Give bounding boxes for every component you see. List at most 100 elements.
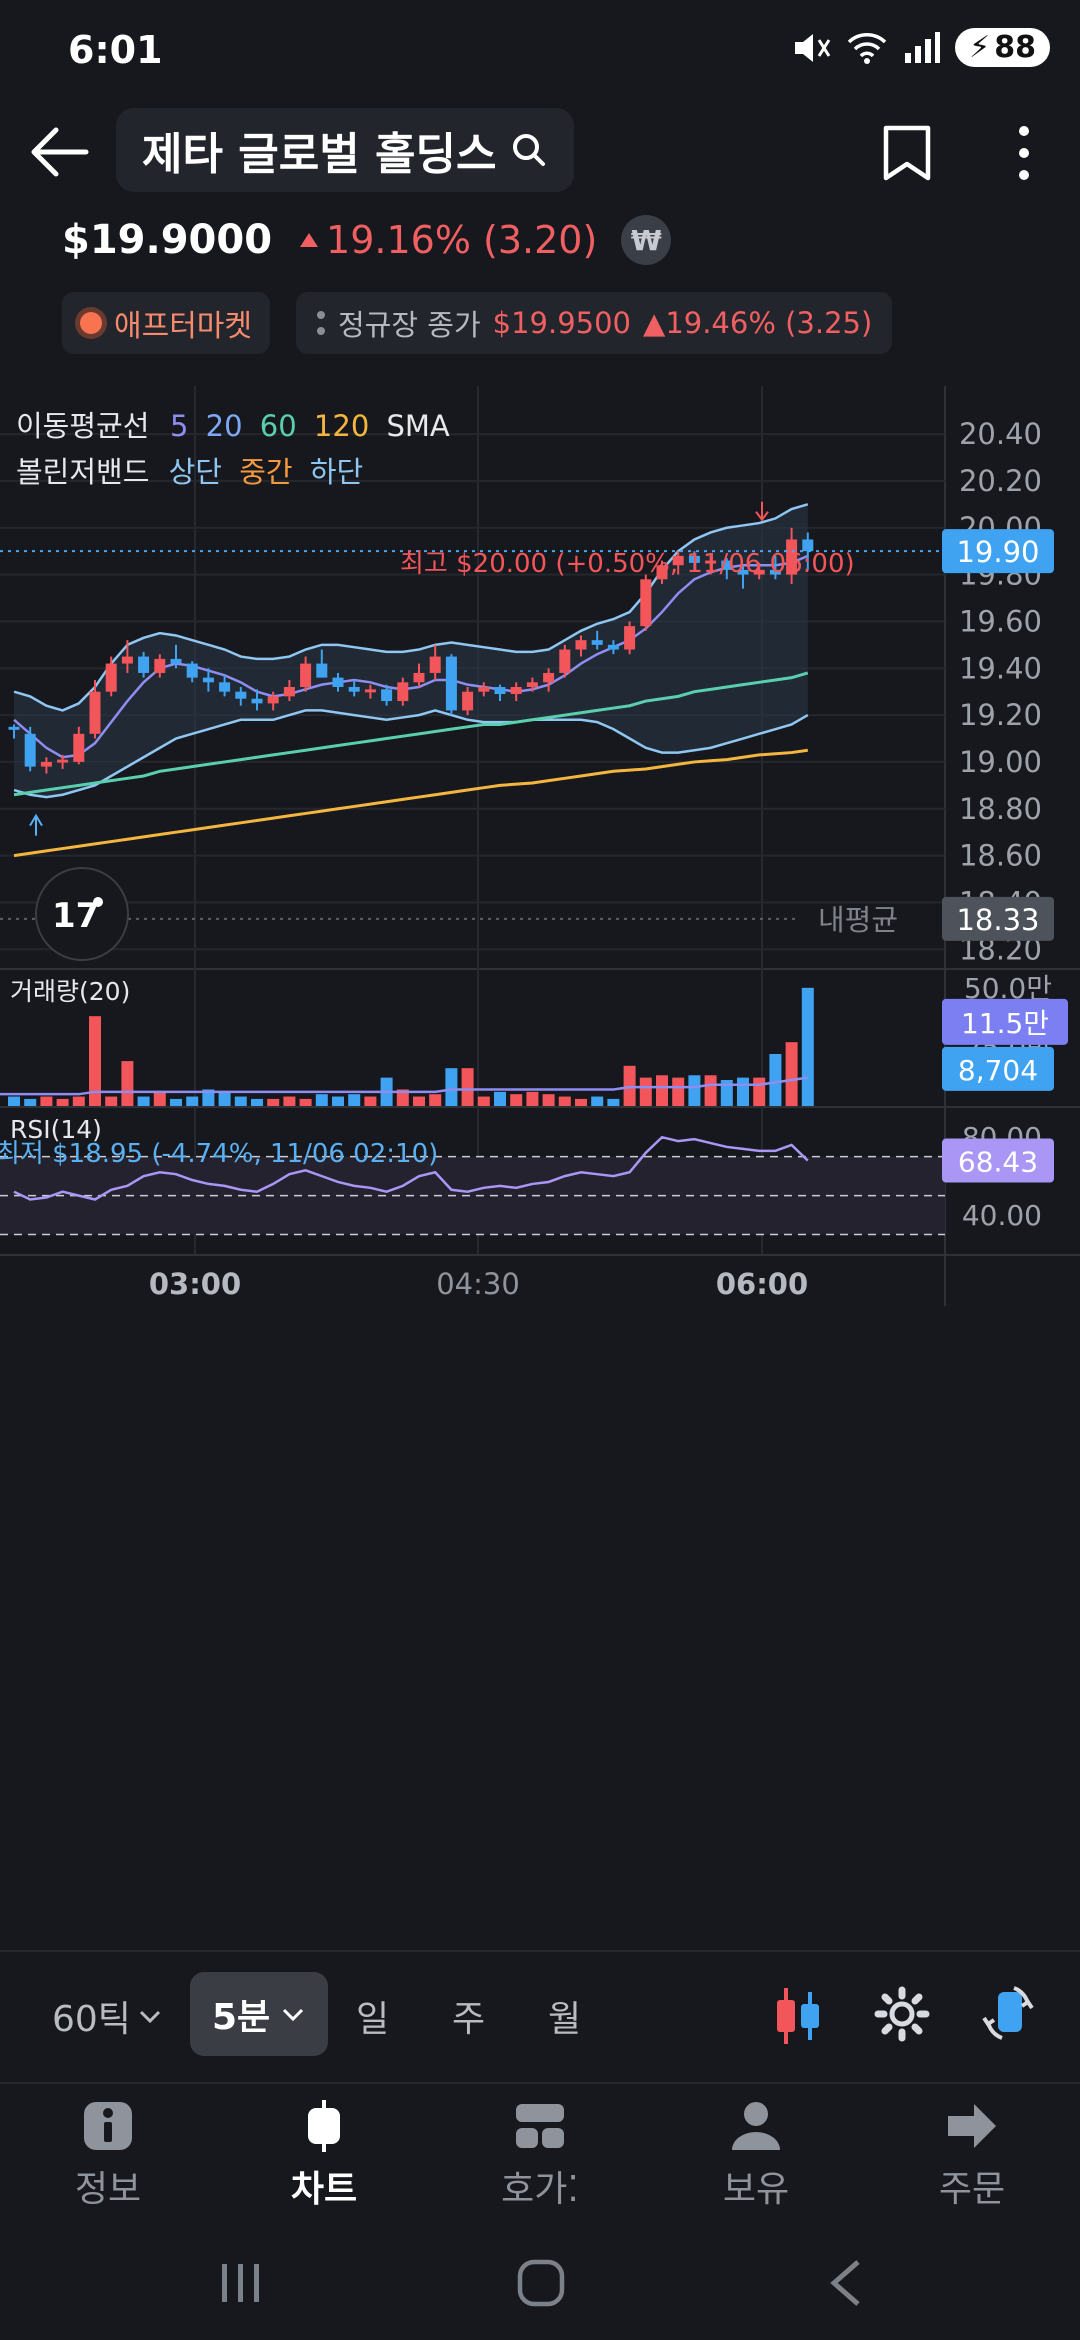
volume-bar bbox=[283, 1096, 296, 1106]
volume-bar bbox=[526, 1091, 539, 1106]
minute-timeframe-dropdown[interactable]: 5분 bbox=[190, 1972, 329, 2056]
session-dots-icon bbox=[317, 311, 325, 335]
nav-order[interactable]: 주문 bbox=[882, 2100, 1062, 2212]
high-arrow-icon bbox=[755, 501, 769, 522]
volume-bar bbox=[348, 1094, 361, 1106]
candle bbox=[656, 565, 668, 580]
nav-orderbook-text: 호가 bbox=[501, 2169, 568, 2210]
tab-day[interactable]: 일 bbox=[356, 1999, 390, 2040]
settings-gear-icon[interactable] bbox=[874, 1986, 930, 2042]
volume-bar bbox=[153, 1091, 166, 1106]
time-tick-label: 04:30 bbox=[436, 1267, 520, 1301]
time-tick-label: 03:00 bbox=[149, 1267, 241, 1301]
tab-week[interactable]: 주 bbox=[452, 1999, 486, 2040]
nav-chart-label: 차트 bbox=[290, 2169, 358, 2210]
candle bbox=[737, 569, 749, 575]
volume-current-value: 8,704 bbox=[958, 1054, 1038, 1087]
candle bbox=[138, 656, 150, 673]
volume-bar bbox=[24, 1098, 37, 1106]
search-icon bbox=[513, 134, 546, 166]
candle bbox=[364, 689, 376, 693]
candle bbox=[40, 761, 52, 767]
volume-bar bbox=[89, 1016, 101, 1106]
chart-candle-icon bbox=[308, 2100, 340, 2152]
volume-bar bbox=[121, 1061, 134, 1106]
volume-bar bbox=[56, 1098, 69, 1106]
candle bbox=[510, 687, 522, 695]
candle bbox=[283, 687, 295, 697]
bookmark-icon[interactable] bbox=[880, 124, 934, 182]
rsi-current-badge bbox=[942, 1138, 1054, 1183]
candle bbox=[640, 579, 652, 627]
minute-timeframe-label: 5분 bbox=[212, 1997, 271, 2038]
volume-ma-badge bbox=[942, 998, 1068, 1045]
ma5-line bbox=[13, 554, 809, 759]
candle-style-icon[interactable] bbox=[770, 1984, 826, 2048]
ma120-line bbox=[13, 748, 809, 858]
user-icon bbox=[732, 2102, 780, 2150]
volume-bar bbox=[72, 1096, 85, 1106]
nav-chart[interactable]: 차트 bbox=[234, 2100, 414, 2212]
volume-bar bbox=[607, 1098, 620, 1106]
more-vertical-icon[interactable] bbox=[1002, 122, 1046, 184]
volume-bar bbox=[639, 1077, 652, 1106]
moving-averages bbox=[13, 503, 809, 858]
back-nav-icon[interactable] bbox=[826, 2258, 866, 2308]
rotate-screen-icon[interactable] bbox=[978, 1982, 1038, 2046]
nav-info[interactable]: 정보 bbox=[18, 2100, 198, 2212]
regular-close-info: 정규장 종가 $19.9500 ▲19.46% (3.25) bbox=[296, 292, 893, 354]
volume-bar bbox=[267, 1098, 280, 1106]
nav-orderbook[interactable]: 호가⁚ bbox=[450, 2100, 630, 2212]
tradingview-icon: 17 bbox=[52, 896, 99, 936]
nav-holdings[interactable]: 보유 bbox=[666, 2100, 846, 2212]
volume-bar bbox=[8, 1096, 20, 1106]
candle bbox=[57, 759, 69, 763]
candle bbox=[381, 689, 393, 702]
regular-close-change-value: 19.46% (3.25) bbox=[665, 306, 873, 340]
candle bbox=[478, 687, 490, 692]
home-icon[interactable] bbox=[516, 2258, 566, 2308]
volume-bar bbox=[186, 1096, 199, 1106]
tab-month[interactable]: 월 bbox=[548, 1999, 582, 2040]
volume-bar bbox=[170, 1098, 182, 1106]
volume-current-badge bbox=[942, 1046, 1054, 1091]
tick-timeframe-dropdown[interactable]: 60틱 bbox=[52, 1990, 163, 2042]
nav-info-label: 정보 bbox=[74, 2169, 142, 2210]
volume-bar bbox=[105, 1096, 118, 1106]
candle bbox=[105, 663, 117, 692]
charging-icon: ⚡ bbox=[969, 30, 991, 65]
candle bbox=[575, 640, 587, 650]
candlesticks bbox=[8, 527, 814, 774]
back-arrow-icon[interactable] bbox=[26, 122, 94, 182]
volume-bar bbox=[202, 1089, 215, 1106]
candle bbox=[429, 656, 441, 673]
time-tick-label: 06:00 bbox=[716, 1267, 808, 1301]
aftermarket-badge[interactable]: 애프터마켓 bbox=[62, 292, 270, 354]
ma60-line bbox=[13, 671, 809, 797]
status-bar: 6:01 ⚡ 88 bbox=[0, 0, 1080, 100]
price-chart[interactable]: 20.4020.2020.0019.8019.6019.4019.2019.00… bbox=[0, 386, 1080, 1876]
candle bbox=[445, 656, 457, 711]
stock-title-search[interactable]: 제타 글로벌 홀딩스 bbox=[116, 108, 575, 192]
volume-bar bbox=[656, 1075, 668, 1106]
volume-bar bbox=[364, 1096, 377, 1106]
battery-level: 88 bbox=[994, 30, 1036, 65]
regular-close-label: 정규장 종가 bbox=[338, 308, 481, 342]
candle bbox=[591, 640, 603, 645]
time-axis: 03:00 04:30 06:00 bbox=[149, 1267, 808, 1301]
volume-bar bbox=[218, 1091, 231, 1106]
price-change: 19.16% (3.20) bbox=[298, 218, 597, 262]
volume-bar bbox=[429, 1094, 442, 1106]
currency-toggle-button[interactable]: ₩ bbox=[621, 215, 672, 265]
recent-apps-icon[interactable] bbox=[218, 2260, 264, 2306]
low-annotation: 최저 $18.95 (-4.74%, 11/06 02:10) bbox=[0, 1139, 438, 1169]
candle bbox=[267, 696, 279, 704]
ma-legend-periods: 5 20 60 120 SMA bbox=[170, 409, 450, 443]
candle bbox=[73, 733, 85, 762]
ma120-label: 120 bbox=[314, 409, 369, 443]
candle bbox=[121, 656, 133, 664]
candle bbox=[24, 733, 36, 767]
nav-orderbook-label: 호가⁚ bbox=[501, 2169, 579, 2210]
tradingview-logo[interactable]: 17 bbox=[35, 867, 129, 961]
current-price-badge bbox=[942, 529, 1054, 574]
